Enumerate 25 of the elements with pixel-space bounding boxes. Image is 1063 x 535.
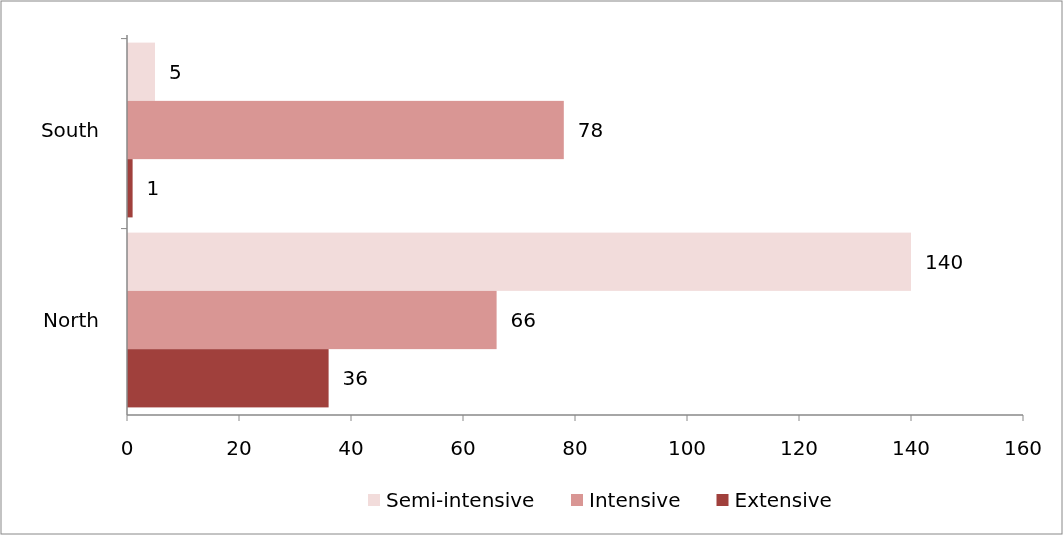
- x-tick-label: 60: [450, 436, 476, 460]
- x-tick-label: 80: [562, 436, 588, 460]
- data-label: 140: [925, 249, 964, 274]
- bar: [127, 232, 911, 291]
- data-label: 5: [169, 59, 182, 84]
- bar: [127, 349, 329, 408]
- data-label: 36: [342, 366, 369, 391]
- data-label: 78: [577, 118, 604, 142]
- x-tick-label: 160: [1003, 436, 1043, 460]
- x-tick-label: 0: [120, 436, 134, 460]
- x-tick-label: 140: [891, 436, 931, 460]
- x-tick-label: 100: [667, 436, 707, 460]
- x-tick-label: 120: [779, 436, 819, 460]
- legend-label: Semi-intensive: [386, 488, 535, 512]
- bar: [127, 100, 564, 160]
- bar: [127, 290, 497, 350]
- data-label: 66: [510, 308, 537, 332]
- x-tick-label: 40: [338, 436, 364, 460]
- y-tick-label: North: [43, 308, 99, 332]
- x-tick-label: 20: [226, 436, 252, 460]
- bar: [127, 42, 155, 101]
- data-label: 1: [146, 176, 160, 201]
- legend-label: Extensive: [734, 488, 832, 512]
- y-tick-label: South: [40, 118, 99, 142]
- legend-label: Intensive: [589, 488, 681, 512]
